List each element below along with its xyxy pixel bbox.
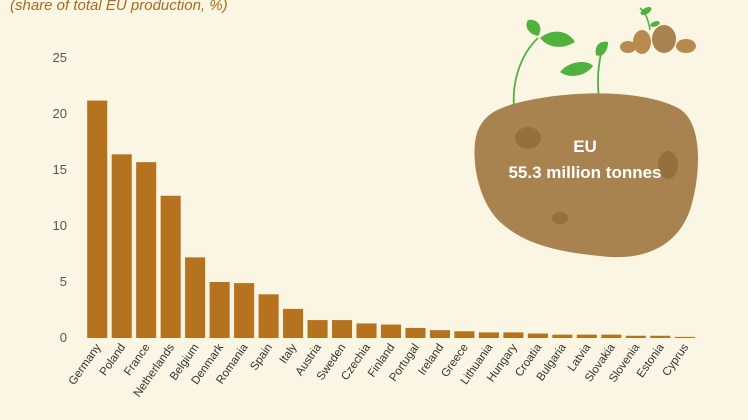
bar-romania <box>234 283 255 338</box>
potato-icon <box>474 93 699 258</box>
bar-slovakia <box>601 334 622 338</box>
bar-france <box>136 162 157 338</box>
y-tick-label: 10 <box>53 218 67 233</box>
bar-austria <box>307 320 328 338</box>
y-tick-label: 15 <box>53 162 67 177</box>
x-axis-labels: GermanyPolandFranceNetherlandsBelgiumDen… <box>67 341 692 399</box>
small-potatoes-icon <box>620 7 696 54</box>
x-tick-label: Spain <box>248 342 275 373</box>
bar-belgium <box>185 257 206 338</box>
bar-portugal <box>405 327 426 338</box>
bar-cyprus <box>674 336 695 338</box>
x-tick-label: Cyprus <box>660 342 691 379</box>
y-axis: 0 5 10 15 20 25 <box>53 50 67 345</box>
bar-ireland <box>429 330 450 338</box>
bar-finland <box>380 324 402 338</box>
bar-croatia <box>527 333 548 338</box>
y-tick-label: 0 <box>60 330 67 345</box>
bar-latvia <box>576 334 597 338</box>
x-tick-label: Germany <box>67 342 104 388</box>
bar-slovenia <box>625 335 646 338</box>
bar-greece <box>454 331 475 338</box>
chart-subtitle: (share of total EU production, %) <box>10 0 228 14</box>
eu-total-value: 55.3 million tonnes <box>508 163 661 182</box>
bar-poland <box>111 154 132 338</box>
decoration: EU 55.3 million tonnes <box>474 7 699 258</box>
bar-italy <box>283 308 304 338</box>
bar-czechia <box>356 323 377 338</box>
bars <box>87 100 695 338</box>
y-tick-label: 20 <box>53 106 67 121</box>
bar-hungary <box>503 332 524 338</box>
bar-lithuania <box>478 332 499 338</box>
bar-netherlands <box>160 195 181 338</box>
eu-label: EU <box>573 137 597 156</box>
y-tick-label: 5 <box>60 274 67 289</box>
bar-spain <box>258 294 279 338</box>
bar-estonia <box>650 335 671 338</box>
x-tick-label: Italy <box>278 342 300 366</box>
bar-sweden <box>332 320 353 338</box>
bar-germany <box>87 100 108 338</box>
bar-denmark <box>209 282 230 338</box>
bar-bulgaria <box>552 334 573 338</box>
y-tick-label: 25 <box>53 50 67 65</box>
